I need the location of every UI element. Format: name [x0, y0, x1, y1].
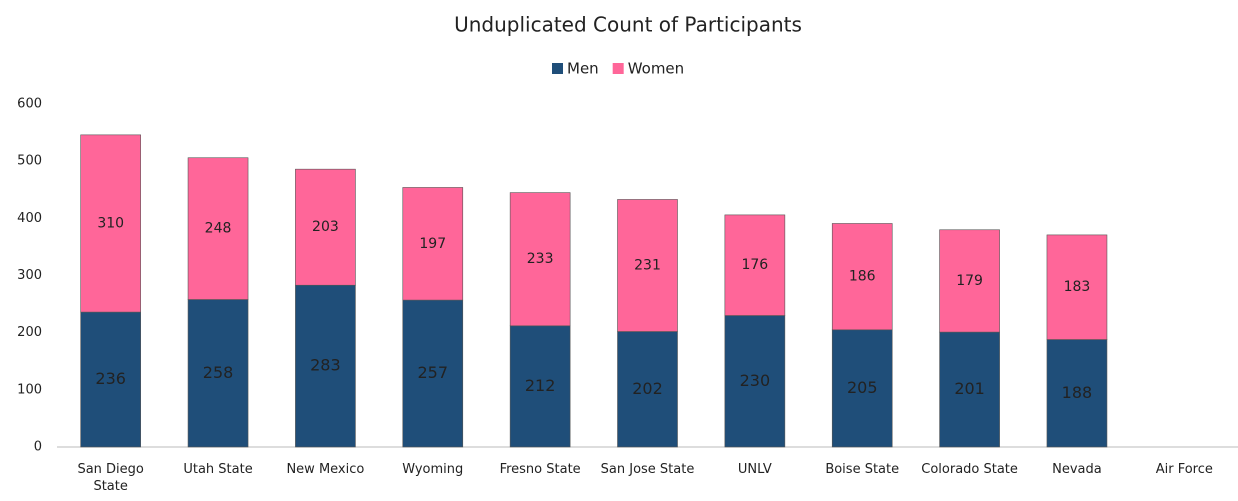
bar-segment: [1046, 339, 1108, 448]
y-tick-label: 200: [17, 325, 42, 340]
data-label: 201: [954, 379, 985, 398]
bar-segment: [939, 331, 1000, 448]
bar-segment: [187, 299, 249, 448]
y-tick-label: 600: [17, 97, 42, 112]
bar-segment: [295, 284, 356, 448]
x-tick-label: Utah State: [183, 462, 253, 477]
data-label: 233: [527, 251, 554, 267]
data-label: 257: [417, 363, 448, 382]
data-label: 202: [632, 379, 663, 398]
x-tick-label: Boise State: [825, 462, 900, 477]
x-tick-label: Air Force: [1155, 462, 1213, 477]
data-label: 197: [419, 236, 446, 252]
data-label: 205: [847, 378, 878, 397]
bar-segment: [1046, 234, 1108, 340]
legend-swatch: [612, 63, 624, 74]
data-label: 212: [525, 376, 556, 395]
bar-segment: [80, 134, 141, 313]
data-label: 186: [849, 269, 876, 285]
data-label: 203: [312, 219, 339, 235]
legend-label: Women: [628, 60, 684, 78]
data-label: 179: [956, 273, 983, 289]
data-label: 283: [310, 356, 341, 375]
data-label: 230: [740, 371, 771, 390]
legend-swatch: [552, 63, 563, 74]
bar-segment: [402, 187, 464, 301]
y-tick-label: 400: [17, 211, 42, 226]
x-tick-label: San Jose State: [600, 462, 695, 477]
data-label: 258: [203, 363, 234, 382]
x-tick-label: New Mexico: [286, 462, 365, 477]
x-tick-label: UNLV: [737, 462, 772, 477]
bar-segment: [724, 315, 786, 448]
bar-segment: [831, 329, 893, 448]
data-label: 310: [97, 215, 124, 231]
bar-segment: [295, 168, 356, 286]
x-tick-label: Fresno State: [499, 462, 581, 477]
y-tick-label: 500: [17, 154, 42, 169]
bar-segment: [187, 157, 249, 300]
data-label: 183: [1064, 279, 1091, 295]
data-label: 231: [634, 257, 661, 273]
data-label: 248: [205, 221, 232, 237]
bar-segment: [509, 325, 571, 448]
y-tick-label: 0: [34, 440, 42, 455]
data-label: 236: [95, 369, 126, 388]
data-label: 188: [1062, 383, 1093, 402]
bar-segment: [80, 311, 141, 448]
chart-title: Unduplicated Count of Participants: [454, 13, 802, 37]
x-tick-label: Wyoming: [402, 462, 464, 477]
y-tick-label: 300: [17, 268, 42, 283]
bar-segment: [617, 199, 678, 332]
x-tick-label: Colorado State: [921, 462, 1018, 477]
bar-segment: [831, 223, 893, 331]
bar-segment: [617, 331, 678, 448]
bar-segment: [509, 192, 571, 327]
x-tick-label: San Diego State: [77, 462, 144, 494]
x-tick-label: Nevada: [1052, 462, 1102, 477]
bar-segment: [939, 229, 1000, 333]
y-tick-label: 100: [17, 382, 42, 397]
bar-segment: [724, 214, 786, 316]
bar-segment: [402, 299, 464, 448]
data-label: 176: [741, 257, 768, 273]
legend-label: Men: [567, 60, 599, 78]
